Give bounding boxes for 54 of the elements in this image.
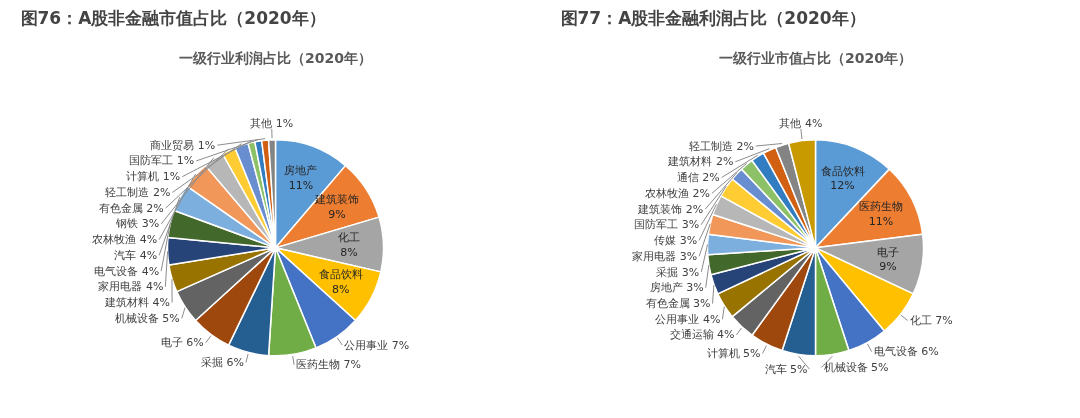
slice-label: 医药生物 7% [296,358,362,372]
slice-label: 计算机 1% [126,170,181,184]
slice-label: 建筑装饰 [314,193,360,207]
slice-label: 电子 6% [160,336,204,350]
slice-label: 汽车 4% [114,248,158,262]
slice-label: 商业贸易 1% [150,138,216,152]
slice-label: 医药生物 [858,200,903,213]
chart-title: 图76：A股非金融市值占比（2020年） [20,7,326,28]
slice-label: 机械设备 5% [114,311,180,325]
data-label: 9% [328,208,346,222]
chart-subtitle: 一级行业利润占比（2020年） [179,49,372,66]
data-label: 9% [879,260,897,274]
slice-label: 其他 1% [250,117,294,131]
slice-label: 其他 4% [779,117,823,131]
slice-label: 农林牧渔 2% [645,186,710,200]
data-label: 11% [868,214,894,228]
slice-label: 电气设备 4% [94,264,160,278]
slice-label: 化工 7% [909,313,953,327]
slice-label: 食品饮料 [318,268,363,282]
slice-label: 计算机 5% [706,346,761,360]
slice-label: 化工 [337,231,360,245]
slice-label: 国防军工 1% [129,154,195,168]
slice-label: 农林牧渔 4% [92,233,158,247]
data-label: 11% [288,178,314,192]
chart-subtitle: 一级行业市值占比（2020年） [719,49,912,66]
chart-title: 图77：A股非金融利润占比（2020年） [560,7,866,28]
data-label: 8% [340,246,358,260]
slice-label: 房地产 3% [649,281,704,295]
slice-label: 家用电器 4% [98,280,164,294]
slice-label: 采掘 6% [200,355,244,369]
slice-label: 轻工制造 2% [688,139,754,153]
slice-label: 公用事业 7% [344,338,410,352]
slice-label: 钢铁 3% [115,217,160,231]
slice-label: 传媒 3% [654,234,698,248]
slice-label: 公用事业 4% [655,312,721,326]
slice-label: 电子 [877,245,900,259]
slice-label: 采掘 3% [656,265,700,279]
slice-label: 有色金属 2% [98,201,164,215]
data-label: 8% [331,283,350,297]
slice-label: 建筑材料 4% [104,296,171,310]
slice-label: 机械设备 5% [823,360,889,374]
slice-label: 家用电器 3% [632,249,698,263]
slice-label: 交通运输 4% [669,328,735,342]
slice-label: 轻工制造 2% [105,185,171,199]
slice-label: 国防军工 3% [634,218,700,232]
slice-label: 通信 2% [676,171,720,185]
slice-label: 建筑材料 2% [667,155,734,169]
slice-label: 食品饮料 [820,164,865,178]
slice-label: 汽车 5% [764,362,808,376]
data-label: 12% [830,179,855,193]
slice-label: 房地产 [284,163,318,177]
slice-label: 有色金属 3% [645,296,711,310]
slice-label: 建筑装饰 2% [637,202,704,216]
slice-label: 电气设备 6% [873,345,939,359]
